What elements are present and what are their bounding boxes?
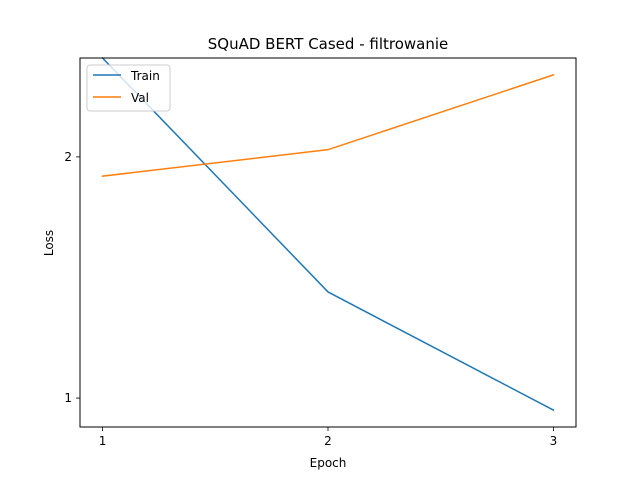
x-tick-label: 3	[550, 434, 558, 448]
series-line-train	[101, 56, 555, 412]
legend-label-train: Train	[130, 69, 160, 83]
series-line-val	[101, 73, 555, 178]
x-axis-label: Epoch	[310, 456, 347, 470]
legend: Train Val	[86, 64, 171, 112]
series-layer	[101, 56, 555, 412]
y-tick-label: 2	[64, 150, 72, 164]
y-tick-label: 1	[64, 391, 72, 405]
legend-label-val: Val	[131, 91, 149, 105]
y-axis-ticks: 12	[64, 150, 80, 405]
legend-box	[86, 64, 171, 112]
x-tick-label: 1	[99, 434, 107, 448]
chart-title: SQuAD BERT Cased - filtrowanie	[208, 35, 449, 53]
x-tick-label: 2	[324, 434, 332, 448]
y-axis-label: Loss	[42, 230, 56, 256]
x-axis-ticks: 1 2 3	[99, 427, 558, 448]
